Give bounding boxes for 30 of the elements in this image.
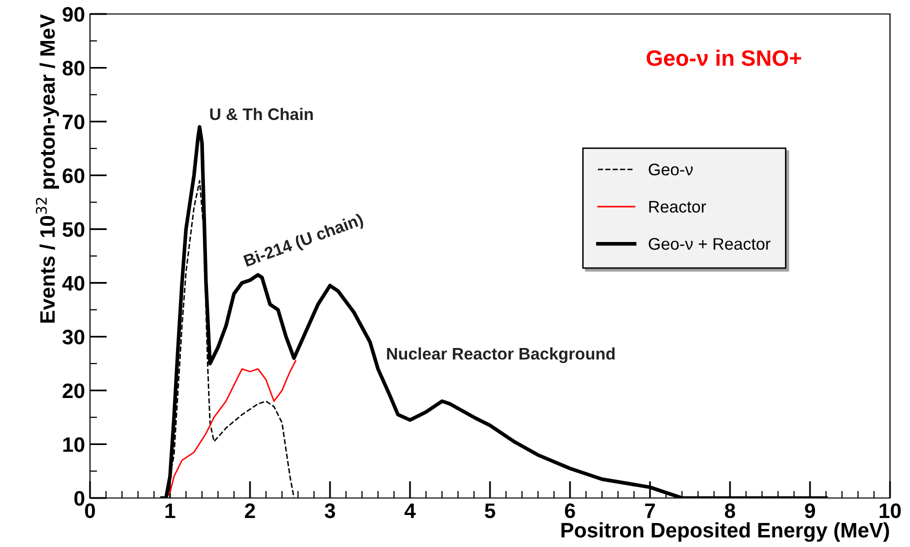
x-tick-label: 5	[484, 504, 496, 518]
x-tick-label: 9	[804, 503, 816, 518]
y-tick-label: 50	[62, 222, 84, 237]
legend-label: Geo-ν + Reactor	[648, 238, 770, 250]
y-tick-label: 80	[62, 60, 84, 76]
x-axis-title: Positron Deposited Energy (MeV)	[562, 522, 889, 542]
y-tick-label: 20	[62, 383, 84, 398]
legend-label: Reactor	[649, 200, 706, 213]
annotation: Bi-214 (U chain)	[243, 212, 365, 270]
x-tick-label: 10	[880, 503, 901, 518]
annotation: U & Th Chain	[210, 108, 313, 120]
x-tick-label: 2	[244, 503, 255, 518]
x-tick-label: 8	[724, 503, 736, 518]
y-axis-title: Events / 10$^{32}$ proton-year / MeV	[36, 14, 59, 323]
y-tick-label: 70	[62, 114, 84, 130]
y-tick-label: 30	[62, 330, 84, 344]
text: Geo-ν in SNO+	[646, 50, 802, 66]
x-tick-label: 1	[166, 504, 176, 518]
x-tick-label: 4	[404, 504, 416, 518]
annotation: Nuclear Reactor Background	[387, 347, 615, 364]
y-tick-label: 10	[63, 437, 84, 452]
y-tick-label: 40	[62, 276, 84, 291]
legend-label: Geo-ν	[648, 164, 693, 176]
x-tick-label: 7	[645, 504, 655, 518]
y-tick-label: 0	[74, 491, 84, 506]
x-tick-label: 6	[564, 503, 576, 518]
x-tick-label: 3	[324, 503, 336, 518]
x-tick-label: 0	[85, 503, 95, 518]
y-tick-label: 90	[62, 7, 84, 22]
y-tick-label: 60	[62, 168, 84, 184]
